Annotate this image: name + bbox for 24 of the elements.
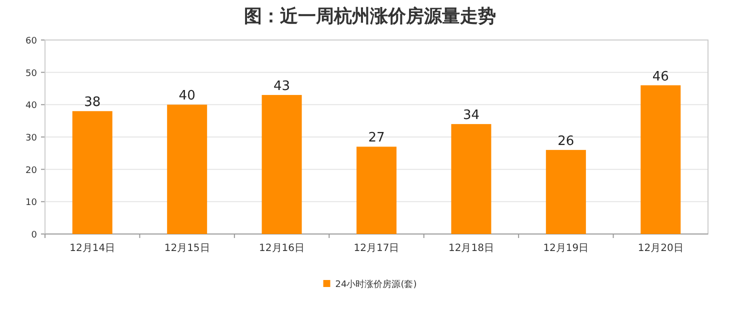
x-tick-label: 12月16日 <box>259 243 305 254</box>
data-label: 27 <box>368 130 385 146</box>
data-label: 40 <box>178 88 196 104</box>
x-tick-label: 12月14日 <box>70 243 116 254</box>
x-tick-label: 12月17日 <box>354 243 400 254</box>
title: 图：近一周杭州涨价房源量走势 <box>244 6 496 27</box>
x-tick-label: 12月19日 <box>543 243 589 254</box>
y-tick-label: 20 <box>26 166 38 176</box>
y-tick-label: 40 <box>26 101 38 112</box>
y-tick-label: 10 <box>26 198 38 208</box>
x-tick-label: 12月18日 <box>448 243 494 254</box>
data-label: 38 <box>84 95 101 110</box>
data-label: 46 <box>652 69 669 84</box>
legend: 24小时涨价房源(套) <box>323 280 417 290</box>
y-tick-label: 60 <box>26 36 38 46</box>
y-tick-label: 30 <box>26 134 38 144</box>
legend-label: 24小时涨价房源(套) <box>335 279 417 290</box>
data-label: 26 <box>558 134 574 149</box>
x-tick-label: 12月15日 <box>164 243 210 254</box>
y-tick-label: 0 <box>31 230 38 240</box>
y-tick-label: 50 <box>26 68 38 79</box>
data-label: 34 <box>462 108 480 124</box>
x-tick-label: 12月20日 <box>638 243 684 254</box>
data-label: 43 <box>274 78 290 94</box>
